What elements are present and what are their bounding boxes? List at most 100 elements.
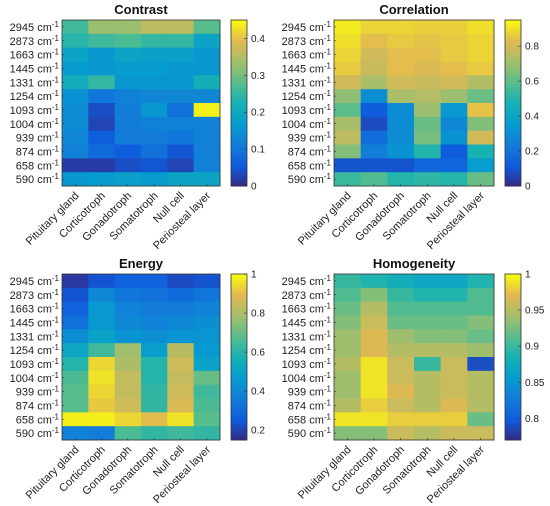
colorbar-segment (231, 28, 247, 32)
colorbar-segment (231, 161, 247, 165)
colorbar-segment (231, 290, 247, 294)
colorbar-segment (231, 412, 247, 416)
heatmap-cell (193, 384, 221, 399)
y-tick-label: 2945 cm-1 (10, 20, 60, 34)
heatmap-cell (193, 172, 221, 187)
colorbar-segment (231, 362, 247, 366)
colorbar-segment (231, 329, 247, 333)
heatmap-cell (114, 47, 142, 62)
heatmap-cell (114, 130, 142, 145)
heatmap-cell (62, 357, 89, 372)
colorbar-tick-label: 0.8 (525, 414, 539, 425)
heatmap-cell (387, 426, 415, 441)
colorbar-tick-label: 1 (251, 270, 257, 281)
heatmap-cell (334, 144, 362, 159)
colorbar-segment (505, 133, 521, 137)
colorbar-segment (231, 279, 247, 283)
colorbar-segment (505, 83, 521, 87)
heatmap-cell (387, 47, 415, 62)
colorbar-segment (505, 326, 521, 330)
heatmap-cell (440, 412, 468, 427)
heatmap-cell (193, 130, 221, 145)
heatmap-cell (141, 287, 168, 303)
heatmap-cell (114, 158, 142, 173)
heatmap-cell (141, 20, 168, 35)
colorbar-segment (505, 55, 521, 60)
heatmap-cell (334, 172, 362, 187)
heatmap-cell (414, 274, 442, 289)
heatmap-cell (360, 287, 388, 303)
y-tick-label: 1254 cm-1 (282, 89, 332, 103)
colorbar-segment (231, 114, 247, 118)
colorbar-segment (505, 97, 521, 101)
heatmap-cell (88, 384, 116, 399)
colorbar-segment (231, 53, 247, 57)
heatmap-cell (167, 398, 195, 413)
colorbar-segment (505, 103, 521, 107)
colorbar-segment (231, 55, 247, 60)
heatmap-cell (141, 116, 168, 132)
heatmap-cell (414, 103, 442, 118)
heatmap-cell (334, 343, 362, 358)
colorbar-segment (505, 290, 521, 294)
heatmap-cell (114, 287, 142, 303)
heatmap-cell (440, 144, 468, 159)
colorbar-segment (505, 177, 521, 181)
colorbar-segment (231, 274, 247, 278)
heatmap-cell (193, 287, 221, 303)
heatmap-cell (88, 301, 116, 316)
colorbar-tick-label: 0.1 (251, 145, 265, 156)
heatmap-cell (88, 61, 116, 76)
y-tick-label: 658 cm-1 (288, 412, 332, 426)
plot-frame (61, 273, 221, 441)
heatmap-cell (467, 357, 495, 372)
colorbar-segment (505, 47, 521, 51)
y-tick-label: 1254 cm-1 (10, 89, 60, 103)
heatmap-cell (114, 75, 142, 90)
colorbar-segment (505, 94, 521, 98)
heatmap-cell (141, 103, 168, 118)
heatmap-cell (334, 426, 362, 441)
colorbar-segment (505, 147, 521, 151)
heatmap-cell (193, 412, 221, 427)
heatmap-cell (141, 315, 168, 330)
heatmap-cell (334, 384, 362, 399)
heatmap-cell (193, 329, 221, 344)
colorbar-segment (505, 298, 521, 303)
colorbar-segment (231, 395, 247, 399)
heatmap-cell (141, 301, 168, 316)
colorbar-segment (505, 332, 521, 336)
heatmap-cell (414, 384, 442, 399)
heatmap-cell (114, 172, 142, 187)
heatmap-cell (467, 398, 495, 413)
heatmap-cell (193, 103, 221, 118)
heatmap-cell (334, 357, 362, 372)
heatmap-cell (88, 116, 116, 132)
heatmap-cell (360, 47, 388, 62)
heatmap-cell (360, 398, 388, 413)
colorbar-segment (505, 64, 521, 68)
colorbar-segment (231, 80, 247, 85)
colorbar-segment (231, 404, 247, 408)
colorbar-segment (505, 72, 521, 76)
colorbar-segment (505, 130, 521, 134)
colorbar-segment (505, 111, 521, 115)
colorbar-segment (505, 144, 521, 148)
colorbar-segment (505, 75, 521, 79)
heatmap-cell (62, 103, 89, 118)
heatmap-cell (334, 103, 362, 118)
heatmap-cell (62, 89, 89, 104)
colorbar-segment (505, 161, 521, 165)
colorbar-segment (505, 398, 521, 402)
heatmap-cell (440, 103, 468, 118)
heatmap-cell (360, 301, 388, 316)
heatmap-cell (440, 75, 468, 90)
plot-frame (61, 19, 221, 187)
heatmap-cell (62, 130, 89, 145)
heatmap-cell (387, 412, 415, 427)
colorbar-segment (231, 31, 247, 35)
colorbar-segment (231, 94, 247, 98)
colorbar-segment (231, 368, 247, 372)
heatmap-cell (440, 274, 468, 289)
colorbar-segment (505, 36, 521, 40)
